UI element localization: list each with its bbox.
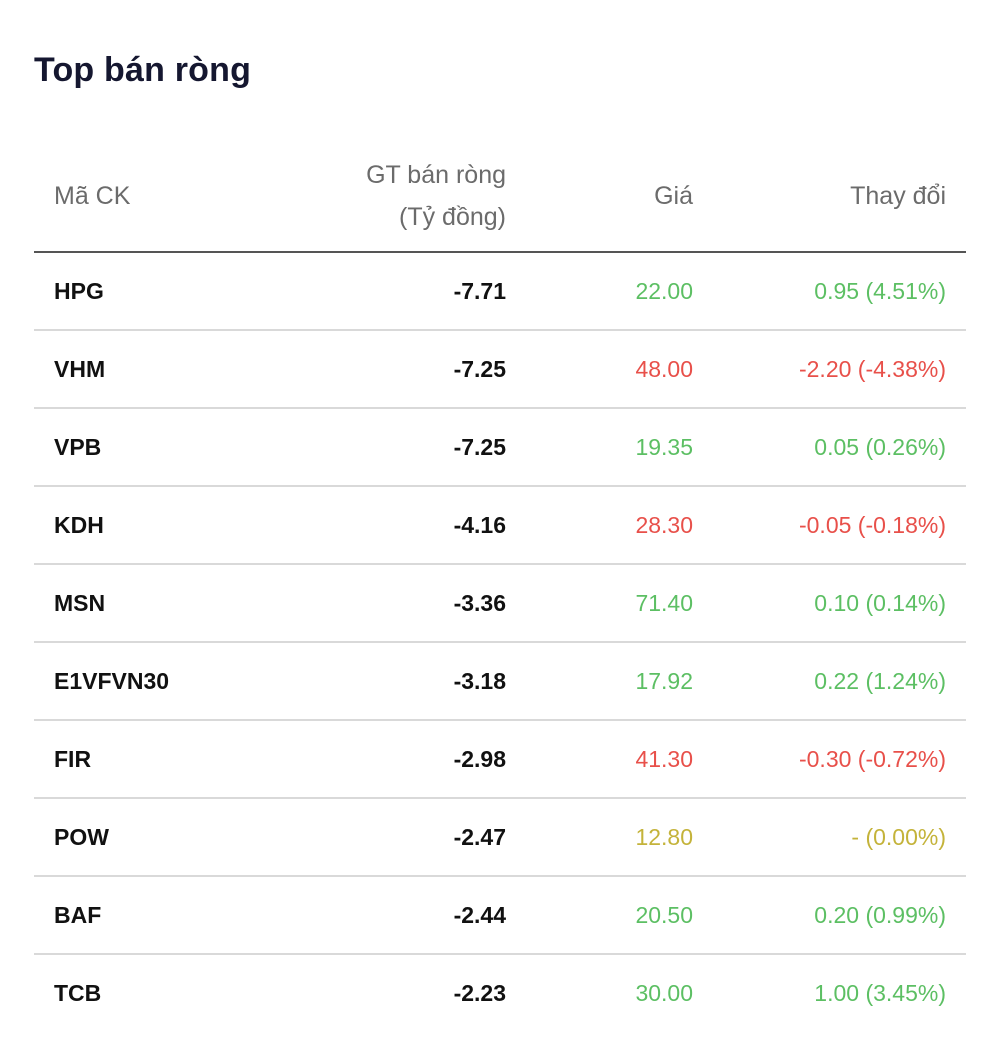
symbol-cell[interactable]: HPG — [34, 252, 290, 331]
symbol-cell[interactable]: KDH — [34, 486, 290, 565]
price-cell: 22.00 — [526, 252, 713, 331]
price-cell: 19.35 — [526, 408, 713, 487]
net-sell-table: Mã CK GT bán ròng (Tỷ đồng) Giá Thay đổi… — [34, 140, 966, 1032]
change-cell: 0.95 (4.51%) — [713, 252, 966, 331]
symbol-cell[interactable]: VHM — [34, 330, 290, 409]
symbol-cell[interactable]: BAF — [34, 876, 290, 955]
header-price-label: Giá — [654, 181, 693, 210]
change-cell: - (0.00%) — [713, 798, 966, 877]
change-cell: 1.00 (3.45%) — [814, 980, 946, 1006]
price-cell: 12.80 — [526, 798, 713, 877]
price-cell: 71.40 — [526, 564, 713, 643]
table-row[interactable]: HPG -7.71 22.00 0.95 (4.51%) — [34, 252, 966, 331]
change-cell: -2.20 (-4.38%) — [713, 330, 966, 409]
header-net-sell: GT bán ròng (Tỷ đồng) — [290, 140, 526, 253]
table-row[interactable]: VPB -7.25 19.35 0.05 (0.26%) — [34, 408, 966, 487]
change-cell: 0.22 (1.24%) — [713, 642, 966, 721]
symbol-cell[interactable]: E1VFVN30 — [34, 642, 290, 721]
table-row[interactable]: FIR -2.98 41.30 -0.30 (-0.72%) — [34, 720, 966, 799]
table-header-row: Mã CK GT bán ròng (Tỷ đồng) Giá Thay đổi — [34, 140, 966, 253]
table-row[interactable]: VHM -7.25 48.00 -2.20 (-4.38%) — [34, 330, 966, 409]
symbol-cell[interactable]: MSN — [34, 564, 290, 643]
table-row[interactable]: E1VFVN30 -3.18 17.92 0.22 (1.24%) — [34, 642, 966, 721]
net-sell-value-cell: -7.71 — [290, 252, 526, 331]
header-net-sell-unit: (Tỷ đồng) — [399, 202, 506, 231]
table-row[interactable]: KDH -4.16 28.30 -0.05 (-0.18%) — [34, 486, 966, 565]
change-cell: 0.20 (0.99%) — [713, 876, 966, 955]
net-sell-value-cell: -2.44 — [290, 876, 526, 955]
change-cell: 0.10 (0.14%) — [713, 564, 966, 643]
header-symbol: Mã CK — [34, 140, 290, 253]
price-cell: 48.00 — [526, 330, 713, 409]
net-sell-value-cell: -3.18 — [290, 642, 526, 721]
table-row[interactable]: MSN -3.36 71.40 0.10 (0.14%) — [34, 564, 966, 643]
price-cell: 28.30 — [526, 486, 713, 565]
price-cell: 17.92 — [526, 642, 713, 721]
page-title: Top bán ròng — [34, 51, 252, 89]
table-row[interactable]: BAF -2.44 20.50 0.20 (0.99%) — [34, 876, 966, 955]
header-change-label: Thay đổi — [850, 181, 946, 210]
header-price: Giá — [526, 140, 713, 253]
net-sell-value-cell: -2.47 — [290, 798, 526, 877]
header-symbol-label: Mã CK — [54, 181, 131, 210]
symbol-cell[interactable]: FIR — [34, 720, 290, 799]
net-sell-value-cell: -7.25 — [290, 408, 526, 487]
net-sell-value-cell: -4.16 — [290, 486, 526, 565]
change-cell: 0.05 (0.26%) — [713, 408, 966, 487]
price-cell: 20.50 — [526, 876, 713, 955]
table-row[interactable]: POW -2.47 12.80- (0.00%) — [34, 798, 966, 877]
net-sell-value-cell: -7.25 — [290, 330, 526, 409]
change-cell: -0.05 (-0.18%) — [713, 486, 966, 565]
net-sell-value-cell: -2.23 — [453, 980, 506, 1006]
table-body: HPG -7.71 22.00 0.95 (4.51%) VHM -7.25 48.00 -2… — [34, 252, 966, 1032]
table-row[interactable]: TCB -2.23 30.00 1.00 (3.45%) — [34, 954, 966, 1032]
symbol-cell[interactable]: POW — [34, 798, 290, 877]
header-change: Thay đổi — [713, 140, 966, 253]
symbol-cell[interactable]: VPB — [34, 408, 290, 487]
price-cell: 30.00 — [635, 980, 693, 1006]
symbol-cell[interactable]: TCB — [54, 980, 102, 1006]
header-net-sell-label: GT bán ròng — [366, 160, 506, 189]
net-sell-value-cell: -2.98 — [290, 720, 526, 799]
net-sell-value-cell: -3.36 — [290, 564, 526, 643]
change-cell: -0.30 (-0.72%) — [713, 720, 966, 799]
price-cell: 41.30 — [526, 720, 713, 799]
